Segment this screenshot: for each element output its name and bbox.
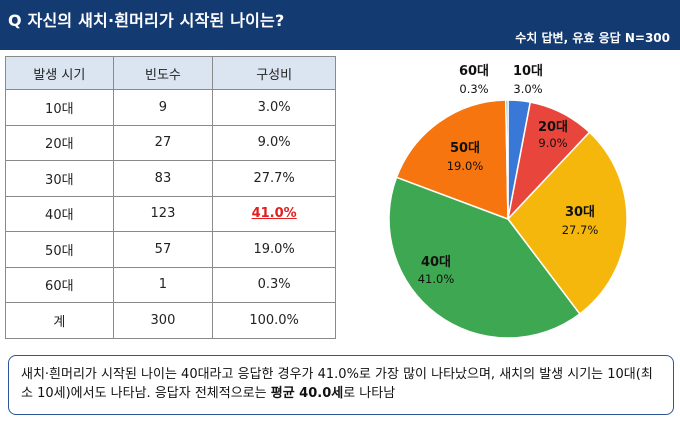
- count-cell: 1: [112, 266, 214, 303]
- highlighted-ratio: 41.0%: [251, 206, 297, 222]
- summary-text: 새치·흰머리가 시작된 나이는 40대라고 응답한 경우가 41.0%로 가장 …: [21, 367, 653, 401]
- header-bar: Q 자신의 새치·흰머리가 시작된 나이는? 수치 답변, 유효 응답 N=30…: [0, 0, 680, 50]
- table-row: 30대 83 27.7%: [5, 160, 336, 197]
- slice-value-40s: 41.0%: [418, 272, 455, 286]
- period-cell: 20대: [5, 124, 114, 161]
- table-row: 60대 1 0.3%: [5, 266, 336, 303]
- table-row: 50대 57 19.0%: [5, 231, 336, 268]
- ratio-cell: 27.7%: [212, 160, 336, 197]
- slice-label-60s: 60대: [459, 64, 489, 79]
- count-cell: 83: [112, 160, 214, 197]
- slice-value-20s: 9.0%: [538, 136, 567, 150]
- period-cell: 30대: [5, 160, 114, 197]
- slice-label-30s: 30대: [565, 205, 595, 220]
- sample-note: 수치 답변, 유효 응답 N=300: [515, 31, 670, 45]
- table-row: 20대 27 9.0%: [5, 124, 336, 161]
- count-cell: 57: [112, 231, 214, 268]
- slice-label-10s: 10대: [513, 64, 543, 79]
- ratio-cell: 0.3%: [212, 266, 336, 303]
- slice-value-30s: 27.7%: [562, 223, 599, 237]
- ratio-cell: 9.0%: [212, 124, 336, 161]
- slice-value-50s: 19.0%: [447, 159, 484, 173]
- summary-text-end: 로 나타남: [343, 386, 396, 401]
- count-cell: 27: [112, 124, 214, 161]
- table-row: 40대 123 41.0%: [5, 195, 336, 232]
- total-ratio-cell: 100.0%: [212, 302, 336, 339]
- table-total-row: 계 300 100.0%: [5, 302, 336, 339]
- table-row: 10대 9 3.0%: [5, 89, 336, 126]
- ratio-cell: 19.0%: [212, 231, 336, 268]
- period-cell: 60대: [5, 266, 114, 303]
- slice-value-60s: 0.3%: [459, 82, 488, 96]
- slice-label-40s: 40대: [421, 255, 451, 270]
- table-header-row: 발생 시기 빈도수 구성비: [5, 56, 336, 90]
- frequency-table: 발생 시기 빈도수 구성비 10대 9 3.0% 20대 27 9.0% 30대…: [5, 56, 336, 339]
- slice-value-10s: 3.0%: [513, 82, 542, 96]
- total-label-cell: 계: [5, 302, 114, 339]
- period-cell: 10대: [5, 89, 114, 126]
- col-header-period: 발생 시기: [5, 56, 114, 90]
- pie-slice-30s: [507, 131, 628, 315]
- pie-slice-60s: [504, 99, 509, 220]
- col-header-count: 빈도수: [112, 56, 214, 90]
- slice-label-20s: 20대: [538, 120, 568, 135]
- pie-slice-50s: [395, 99, 509, 221]
- period-cell: 40대: [5, 195, 114, 232]
- ratio-cell: 41.0%: [212, 195, 336, 232]
- summary-box: 새치·흰머리가 시작된 나이는 40대라고 응답한 경우가 41.0%로 가장 …: [8, 355, 674, 415]
- period-cell: 50대: [5, 231, 114, 268]
- count-cell: 9: [112, 89, 214, 126]
- pie-slice-40s: [388, 176, 581, 339]
- slice-label-50s: 50대: [450, 141, 480, 156]
- question-title: Q 자신의 새치·흰머리가 시작된 나이는?: [8, 11, 285, 30]
- col-header-ratio: 구성비: [212, 56, 336, 90]
- count-cell: 123: [112, 195, 214, 232]
- summary-average: 평균 40.0세: [270, 386, 344, 401]
- ratio-cell: 3.0%: [212, 89, 336, 126]
- total-count-cell: 300: [112, 302, 214, 339]
